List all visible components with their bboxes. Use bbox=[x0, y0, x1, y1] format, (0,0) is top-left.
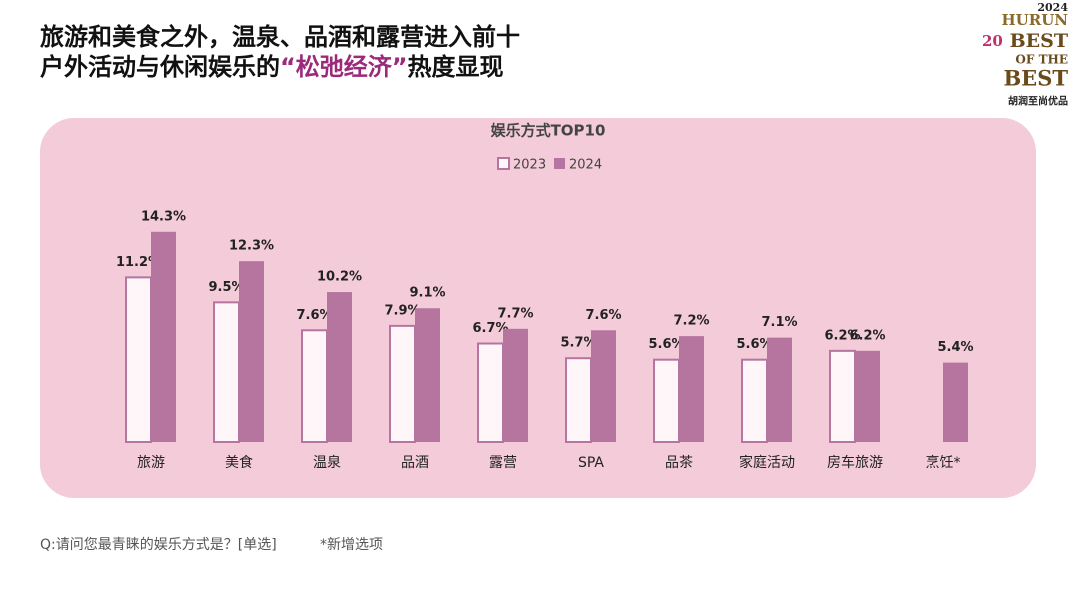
title-part: 户外活动与休闲娱乐的 bbox=[40, 53, 280, 81]
bar bbox=[679, 336, 704, 442]
logo-year: 2024 bbox=[1037, 1, 1068, 14]
value-label: 9.1% bbox=[409, 286, 445, 301]
chart: 2023 2024 旅游 11.2% 14.3% 美食 9.5% 12.3% 温泉 7.6% 10.… bbox=[116, 157, 974, 471]
bar bbox=[389, 324, 416, 443]
chart-title: 娱乐方式TOP10 bbox=[491, 122, 606, 140]
value-label: 7.7% bbox=[497, 306, 533, 321]
x-tick-label: 温泉 bbox=[313, 454, 341, 471]
bar bbox=[767, 337, 792, 442]
logo: 2024 HURUN 20 BEST OF THE BEST 胡润至尚优品 bbox=[982, 1, 1068, 108]
footnote-note: *新增选项 bbox=[320, 537, 383, 553]
value-label: 5.6% bbox=[736, 337, 772, 352]
bar bbox=[943, 362, 968, 442]
x-tick-label: 旅游 bbox=[137, 455, 165, 471]
value-label: 14.3% bbox=[141, 209, 186, 224]
bar bbox=[301, 329, 328, 443]
value-label: 9.5% bbox=[208, 280, 244, 295]
value-label: 11.2% bbox=[116, 255, 161, 270]
x-tick-label: 品茶 bbox=[665, 455, 693, 471]
bar bbox=[327, 292, 352, 442]
logo-brand: HURUN bbox=[1001, 11, 1068, 29]
bar bbox=[125, 276, 152, 443]
title-line: 旅游和美食之外，温泉、品酒和露营进入前十 bbox=[40, 23, 520, 51]
value-label: 12.3% bbox=[229, 239, 274, 254]
bar bbox=[855, 350, 880, 442]
value-label: 7.6% bbox=[585, 308, 621, 323]
legend-label: 2023 bbox=[513, 158, 546, 173]
value-label: 7.6% bbox=[296, 308, 332, 323]
bar bbox=[653, 358, 680, 443]
value-label: 10.2% bbox=[317, 270, 362, 285]
bar bbox=[415, 308, 440, 442]
title-highlight: “松弛经济” bbox=[280, 53, 408, 81]
x-tick-label: 露营 bbox=[489, 455, 517, 471]
value-label: 7.1% bbox=[761, 315, 797, 330]
x-tick-label: 房车旅游 bbox=[827, 454, 883, 471]
footnote-question: Q:请问您最青睐的娱乐方式是？[单选] bbox=[40, 536, 277, 553]
x-tick-label: 品酒 bbox=[401, 455, 429, 471]
bar bbox=[503, 328, 528, 442]
x-tick-label: 美食 bbox=[225, 454, 253, 471]
bar bbox=[591, 330, 616, 442]
value-label: 6.2% bbox=[824, 328, 860, 343]
value-label: 5.6% bbox=[648, 337, 684, 352]
value-label: 6.2% bbox=[849, 328, 885, 343]
bar bbox=[477, 342, 504, 444]
x-tick-label: SPA bbox=[578, 455, 604, 471]
title-part: 热度显现 bbox=[408, 53, 504, 81]
bar bbox=[565, 357, 592, 443]
legend-label: 2024 bbox=[569, 158, 602, 173]
value-label: 7.2% bbox=[673, 314, 709, 329]
bar bbox=[213, 301, 240, 443]
bar bbox=[151, 231, 176, 442]
x-tick-label: 家庭活动 bbox=[739, 454, 795, 471]
logo-of-the: OF THE bbox=[1015, 53, 1068, 67]
logo-best: BEST bbox=[1003, 66, 1068, 91]
bar bbox=[239, 261, 264, 442]
x-tick-label: 烹饪* bbox=[926, 454, 961, 471]
bar bbox=[741, 358, 768, 443]
legend-swatch bbox=[497, 157, 510, 170]
logo-tagline: 胡润至尚优品 bbox=[1008, 95, 1068, 108]
logo-best: BEST bbox=[1010, 30, 1068, 52]
title-line: 户外活动与休闲娱乐的“松弛经济”热度显现 bbox=[40, 53, 504, 81]
value-label: 5.4% bbox=[937, 340, 973, 355]
chart-panel bbox=[40, 118, 1036, 498]
logo-number: 20 bbox=[982, 32, 1003, 50]
value-label: 7.9% bbox=[384, 303, 420, 318]
bar bbox=[829, 349, 856, 443]
value-label: 6.7% bbox=[472, 321, 508, 336]
value-label: 5.7% bbox=[560, 336, 596, 351]
legend-swatch bbox=[554, 158, 565, 169]
